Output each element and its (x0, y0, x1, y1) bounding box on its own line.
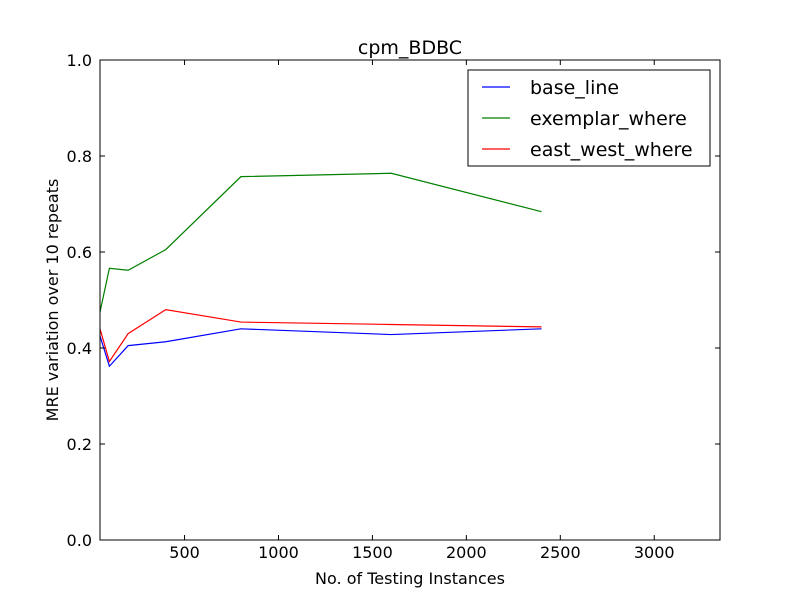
y-tick-label: 1.0 (67, 51, 92, 70)
plot-frame (99, 59, 721, 541)
legend-label-base_line: base_line (530, 77, 619, 99)
legend-label-east_west_where: east_west_where (530, 139, 693, 161)
x-tick-label: 1500 (352, 543, 393, 562)
y-axis-label: MRE variation over 10 repeats (43, 179, 62, 422)
y-tick-label: 0.2 (67, 435, 92, 454)
x-tick-label: 2500 (540, 543, 581, 562)
x-tick-label: 1000 (258, 543, 299, 562)
x-tick-label: 500 (169, 543, 200, 562)
chart-title: cpm_BDBC (358, 37, 462, 59)
series-line-exemplar_where (99, 172, 542, 313)
y-tick-label: 0.4 (67, 339, 92, 358)
legend-label-exemplar_where: exemplar_where (530, 108, 687, 130)
x-axis-label: No. of Testing Instances (315, 569, 505, 588)
plot-area: 500 1000 1500 2000 2500 3000 0.0 0.2 0.4 0.6 0.8 1.… (67, 51, 721, 562)
series-line-base_line (99, 328, 542, 368)
y-tick-label: 0.8 (67, 147, 92, 166)
series-line-east_west_where (99, 308, 542, 363)
x-tick-label: 2000 (446, 543, 487, 562)
y-tick-label: 0.0 (67, 531, 92, 550)
y-tick-label: 0.6 (67, 243, 92, 262)
x-tick-label: 3000 (634, 543, 675, 562)
legend: base_line exemplar_where east_west_where (467, 69, 711, 167)
